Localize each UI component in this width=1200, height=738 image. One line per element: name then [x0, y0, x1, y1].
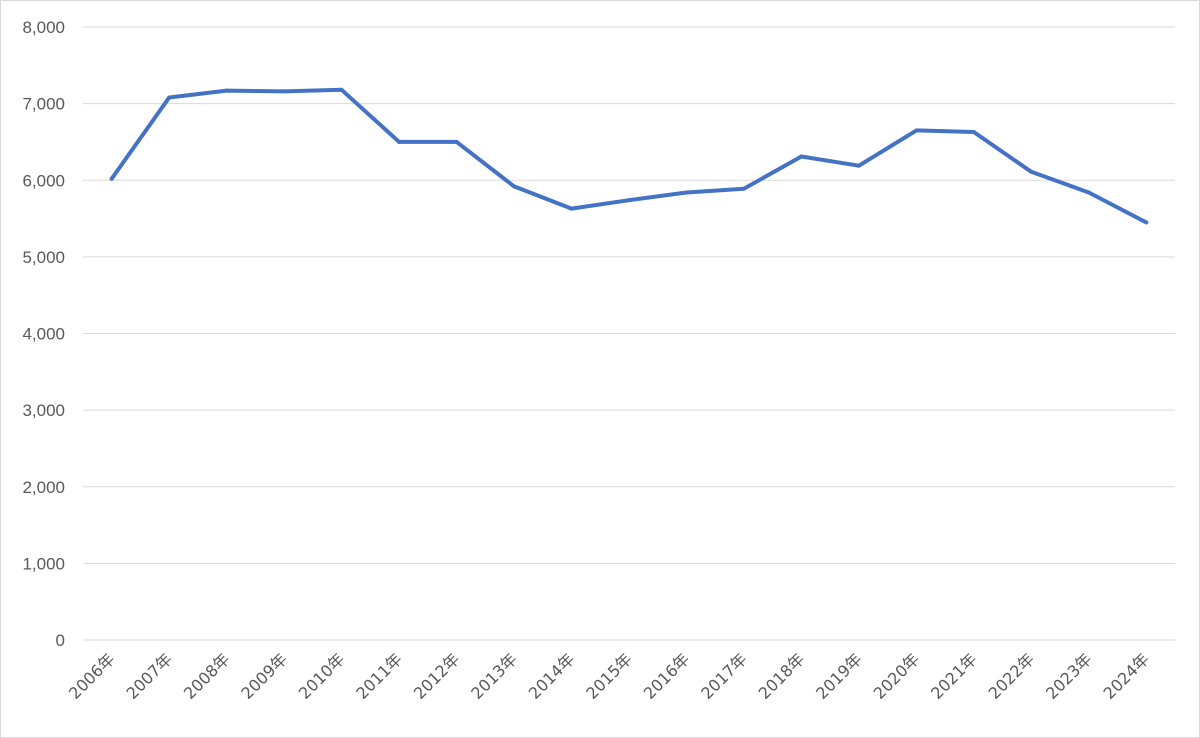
x-tick-label: 2024年: [1100, 649, 1154, 703]
x-tick-label: 2019年: [812, 649, 866, 703]
y-tick-label: 3,000: [22, 401, 65, 420]
data-point: [282, 89, 287, 94]
data-point: [914, 128, 919, 133]
series-layer: [109, 87, 1149, 225]
y-tick-label: 0: [56, 631, 65, 650]
data-point: [1144, 220, 1149, 225]
x-tick-label: 2010年: [295, 649, 349, 703]
x-tick-label: 2009年: [237, 649, 291, 703]
data-point: [799, 154, 804, 159]
x-tick-label: 2017年: [697, 649, 751, 703]
data-point: [339, 87, 344, 92]
x-tick-label: 2006年: [65, 649, 119, 703]
x-axis-ticks: 2006年 2007年 2008年 2009年 2010年 2011年 2012年 2013年…: [65, 649, 1153, 703]
data-point: [1029, 169, 1034, 174]
y-tick-label: 8,000: [22, 18, 65, 37]
series-line: [109, 87, 1149, 225]
x-tick-label: 2022年: [985, 649, 1039, 703]
y-tick-label: 6,000: [22, 171, 65, 190]
data-point: [684, 190, 689, 195]
y-tick-label: 4,000: [22, 325, 65, 344]
y-tick-label: 5,000: [22, 248, 65, 267]
y-axis-ticks: 0 1,000 2,000 3,000 4,000 5,000 6,000 7,000 8,00…: [22, 18, 65, 650]
data-point: [741, 186, 746, 191]
data-point: [1086, 190, 1091, 195]
x-tick-label: 2018年: [755, 649, 809, 703]
data-point: [109, 176, 114, 181]
x-tick-label: 2021年: [927, 649, 981, 703]
y-tick-label: 7,000: [22, 95, 65, 114]
x-tick-label: 2020年: [870, 649, 924, 703]
data-point: [167, 95, 172, 100]
x-tick-label: 2007年: [122, 649, 176, 703]
data-point: [224, 88, 229, 93]
x-tick-label: 2008年: [180, 649, 234, 703]
x-tick-label: 2012年: [410, 649, 464, 703]
data-point: [454, 139, 459, 144]
x-tick-label: 2015年: [582, 649, 636, 703]
x-tick-label: 2016年: [640, 649, 694, 703]
data-point: [627, 198, 631, 203]
data-point: [569, 206, 574, 211]
gridlines: [83, 26, 1175, 641]
x-tick-label: 2011年: [352, 649, 406, 703]
x-tick-label: 2013年: [467, 649, 521, 703]
data-point: [397, 139, 402, 144]
y-tick-label: 1,000: [22, 554, 65, 573]
data-point: [856, 163, 861, 168]
data-point: [971, 129, 976, 134]
data-point: [512, 184, 517, 189]
y-tick-label: 2,000: [22, 478, 65, 497]
x-tick-label: 2014年: [525, 649, 579, 703]
x-tick-label: 2023年: [1042, 649, 1096, 703]
